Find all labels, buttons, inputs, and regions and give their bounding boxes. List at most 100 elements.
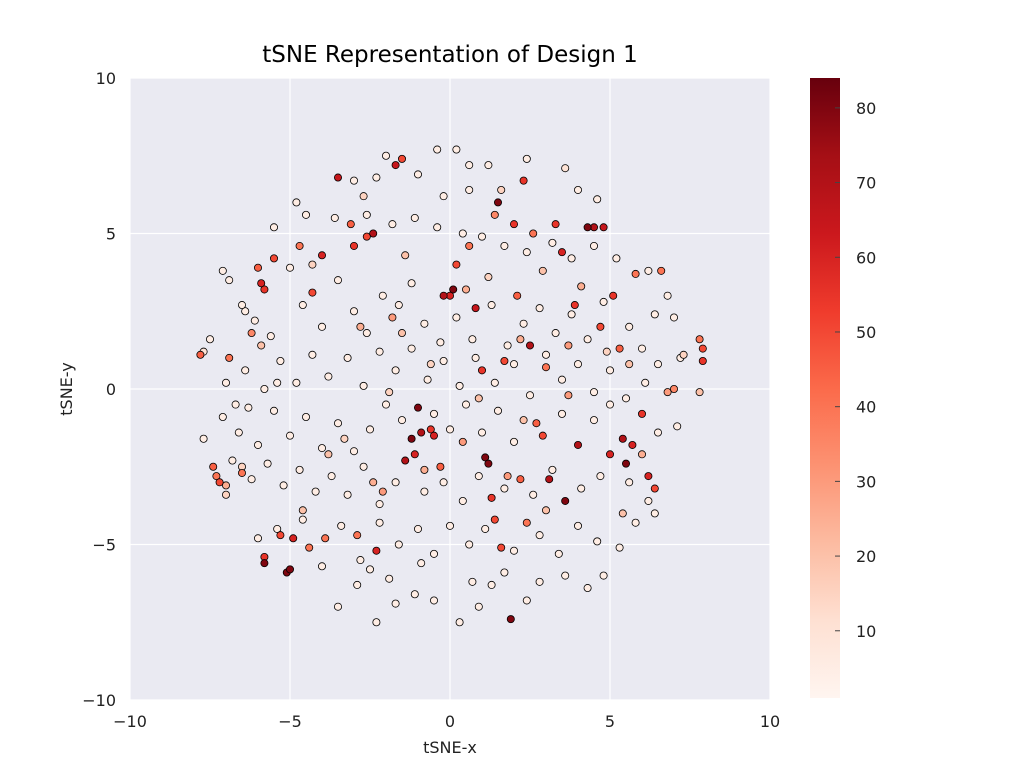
scatter-point xyxy=(298,301,307,310)
scatter-point xyxy=(221,481,230,490)
scatter-point xyxy=(458,229,467,238)
scatter-point xyxy=(602,347,611,356)
scatter-point xyxy=(407,434,416,443)
x-axis-label: tSNE-x xyxy=(423,738,477,757)
scatter-point xyxy=(375,500,384,509)
scatter-point xyxy=(317,562,326,571)
scatter-point xyxy=(609,291,618,300)
scatter-point xyxy=(622,394,631,403)
scatter-point xyxy=(333,173,342,182)
scatter-point xyxy=(503,472,512,481)
scatter-point xyxy=(625,478,634,487)
scatter-point xyxy=(221,378,230,387)
scatter-point xyxy=(436,338,445,347)
scatter-point xyxy=(481,453,490,462)
scatter-point xyxy=(346,220,355,229)
scatter-point xyxy=(596,472,605,481)
scatter-point xyxy=(650,310,659,319)
scatter-point xyxy=(420,487,429,496)
scatter-point xyxy=(519,416,528,425)
scatter-point xyxy=(551,329,560,338)
scatter-point xyxy=(410,590,419,599)
colorbar-tick-label: 20 xyxy=(856,547,876,566)
scatter-point xyxy=(654,360,663,369)
scatter-point xyxy=(509,360,518,369)
scatter-point xyxy=(529,229,538,238)
scatter-point xyxy=(545,475,554,484)
y-tick-label: 10 xyxy=(96,69,116,88)
scatter-point xyxy=(452,145,461,154)
scatter-point xyxy=(509,437,518,446)
colorbar-tick-label: 40 xyxy=(856,398,876,417)
scatter-point xyxy=(413,524,422,533)
y-tick-label: 0 xyxy=(106,380,116,399)
scatter-point xyxy=(615,344,624,353)
scatter-point xyxy=(289,534,298,543)
scatter-point xyxy=(599,297,608,306)
scatter-point xyxy=(477,366,486,375)
scatter-point xyxy=(385,574,394,583)
scatter-point xyxy=(285,263,294,272)
scatter-point xyxy=(590,241,599,250)
scatter-point xyxy=(509,546,518,555)
scatter-point xyxy=(695,335,704,344)
scatter-point xyxy=(535,577,544,586)
scatter-point xyxy=(538,431,547,440)
scatter-point xyxy=(698,344,707,353)
scatter-point xyxy=(558,248,567,257)
scatter-point xyxy=(650,484,659,493)
scatter-point xyxy=(237,301,246,310)
scatter-point xyxy=(349,307,358,316)
scatter-point xyxy=(497,185,506,194)
scatter-point xyxy=(327,472,336,481)
scatter-point xyxy=(413,403,422,412)
colorbar-tick-label: 30 xyxy=(856,472,876,491)
scatter-point xyxy=(474,602,483,611)
scatter-point xyxy=(429,596,438,605)
scatter-point xyxy=(401,456,410,465)
scatter-point xyxy=(474,394,483,403)
scatter-point xyxy=(490,210,499,219)
scatter-point xyxy=(484,459,493,468)
scatter-point xyxy=(343,490,352,499)
scatter-point xyxy=(679,350,688,359)
scatter-point xyxy=(218,412,227,421)
scatter-point xyxy=(551,220,560,229)
scatter-point xyxy=(298,515,307,524)
scatter-point xyxy=(359,381,368,390)
scatter-point xyxy=(477,232,486,241)
scatter-point xyxy=(468,577,477,586)
scatter-point xyxy=(471,304,480,313)
x-tick-label: 10 xyxy=(760,712,780,731)
scatter-point xyxy=(317,322,326,331)
scatter-point xyxy=(670,313,679,322)
scatter-point xyxy=(561,571,570,580)
scatter-point xyxy=(497,543,506,552)
scatter-point xyxy=(618,509,627,518)
grid-lines xyxy=(129,77,771,701)
scatter-points xyxy=(196,145,707,627)
scatter-point xyxy=(388,313,397,322)
scatter-point xyxy=(385,388,394,397)
scatter-point xyxy=(324,372,333,381)
scatter-point xyxy=(378,487,387,496)
scatter-point xyxy=(362,329,371,338)
scatter-point xyxy=(273,378,282,387)
scatter-point xyxy=(369,478,378,487)
scatter-point xyxy=(330,213,339,222)
y-tick-label: −10 xyxy=(82,691,116,710)
scatter-point xyxy=(522,518,531,527)
scatter-point xyxy=(625,322,634,331)
scatter-point xyxy=(542,506,551,515)
scatter-point xyxy=(250,316,259,325)
scatter-point xyxy=(487,580,496,589)
scatter-point xyxy=(644,496,653,505)
scatter-point xyxy=(590,388,599,397)
scatter-point xyxy=(423,375,432,384)
scatter-point xyxy=(612,254,621,263)
scatter-point xyxy=(420,465,429,474)
scatter-point xyxy=(391,478,400,487)
scatter-point xyxy=(503,341,512,350)
scatter-point xyxy=(372,618,381,627)
scatter-point xyxy=(301,412,310,421)
